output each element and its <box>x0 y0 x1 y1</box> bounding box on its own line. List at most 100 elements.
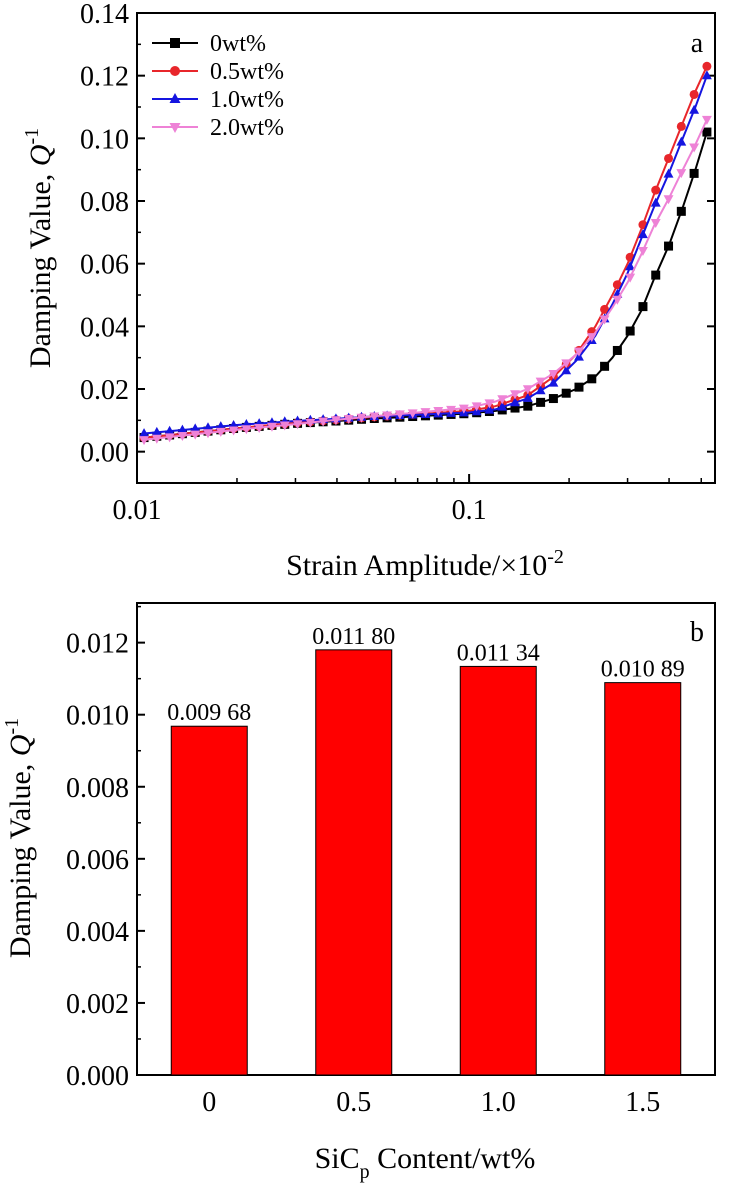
y-tick-label-a: 0.04 <box>80 312 129 343</box>
bar-value-label: 0.009 68 <box>167 700 251 726</box>
data-point <box>203 429 213 439</box>
data-point <box>215 421 226 431</box>
data-point <box>587 374 597 384</box>
y-tick-label-b: 0.006 <box>66 845 129 876</box>
data-point <box>664 153 674 163</box>
y-tick-label-a: 0.06 <box>80 250 129 281</box>
legend-marker <box>170 38 180 48</box>
data-point <box>177 432 188 442</box>
data-point <box>433 407 444 417</box>
data-point <box>151 434 162 444</box>
data-point <box>650 197 661 207</box>
data-point <box>574 382 584 392</box>
data-point <box>407 409 418 419</box>
data-point <box>330 416 341 426</box>
data-point <box>510 403 520 413</box>
data-point <box>676 206 686 216</box>
series-group-a <box>139 61 712 446</box>
data-point <box>458 404 469 414</box>
y-tick-label-b: 0.002 <box>66 989 129 1020</box>
series-20wt-a <box>139 115 712 446</box>
legend-label: 2.0wt% <box>210 115 284 141</box>
data-point <box>177 424 188 434</box>
bar-value-label: 0.011 34 <box>457 640 540 666</box>
data-point <box>651 185 661 195</box>
data-point <box>267 422 277 432</box>
x-tick-label-b: 0.5 <box>336 1087 371 1118</box>
series-line <box>143 119 708 441</box>
data-point <box>164 425 175 435</box>
data-point <box>420 408 431 418</box>
y-tick-label-a: 0.12 <box>80 62 129 93</box>
x-tick-label-b: 1.0 <box>481 1087 516 1118</box>
data-point <box>139 436 149 446</box>
legend-label: 1.0wt% <box>210 87 284 113</box>
y-tick-label-a: 0.02 <box>80 375 129 406</box>
y-tick-label-b: 0.008 <box>66 773 129 804</box>
data-point <box>471 402 482 412</box>
data-point <box>190 423 201 433</box>
x-tick-label-a: 0.01 <box>113 495 162 526</box>
data-point <box>676 121 686 131</box>
panel-label-a: a <box>691 28 704 59</box>
y-tick-label-b: 0.010 <box>66 701 129 732</box>
data-point <box>625 326 635 336</box>
data-point <box>228 426 239 436</box>
legend-a: 0wt%0.5wt%1.0wt%2.0wt% <box>152 31 284 141</box>
data-point <box>702 127 712 137</box>
data-point <box>522 385 533 395</box>
data-point <box>254 423 265 433</box>
plot-frame-b <box>136 602 716 1076</box>
legend-label: 0wt% <box>210 31 266 57</box>
data-point <box>561 388 571 398</box>
x-axis-title-b: SiCp Content/wt% <box>315 1142 536 1183</box>
data-point <box>523 401 533 411</box>
data-point <box>241 425 252 435</box>
y-tick-label-b: 0.000 <box>66 1061 129 1092</box>
y-tick-label-a: 0.00 <box>80 438 129 469</box>
data-point <box>586 333 597 343</box>
x-tick-label-b: 1.5 <box>625 1087 660 1118</box>
data-point <box>382 411 393 421</box>
data-point <box>305 418 316 428</box>
data-point <box>548 394 558 404</box>
data-point <box>497 395 508 405</box>
data-point <box>292 420 303 430</box>
x-tick-label-b: 0 <box>202 1087 216 1118</box>
data-point <box>650 218 661 228</box>
data-point <box>574 347 584 357</box>
data-point <box>676 169 687 179</box>
data-point <box>446 405 457 415</box>
legend-label: 0.5wt% <box>210 59 284 85</box>
data-point <box>600 361 610 371</box>
data-point <box>522 392 533 402</box>
data-point <box>689 89 699 99</box>
data-point <box>599 315 610 325</box>
data-point <box>689 104 700 114</box>
axes-a: 0.00 0.02 0.04 0.06 0.08 0.10 0.12 0.14 0.01 0.1 <box>80 0 715 526</box>
data-point <box>612 280 622 290</box>
data-point <box>664 241 674 251</box>
data-point <box>497 401 508 411</box>
legend-marker <box>169 123 181 133</box>
data-point <box>638 302 648 312</box>
data-point <box>510 397 520 407</box>
data-point <box>190 430 201 440</box>
data-point <box>701 70 712 80</box>
y-axis-title-b: Damping Value, Q-1 <box>1 718 37 958</box>
data-point <box>689 168 699 178</box>
data-point <box>215 427 226 437</box>
legend-marker <box>169 93 181 103</box>
axes-b: 0.000 0.002 0.004 0.006 0.008 0.010 0.012 0 0.5 1… <box>66 605 660 1118</box>
y-tick-label-b: 0.012 <box>66 629 129 660</box>
x-tick-label-a: 0.1 <box>452 495 487 526</box>
data-point <box>561 359 572 369</box>
data-point <box>701 115 712 125</box>
data-point <box>394 410 405 420</box>
data-point <box>279 421 290 431</box>
bar-0 <box>170 725 248 1076</box>
y-tick-label-b: 0.004 <box>66 917 129 948</box>
plot-frame-a <box>136 12 716 484</box>
bar-1 <box>315 649 393 1076</box>
